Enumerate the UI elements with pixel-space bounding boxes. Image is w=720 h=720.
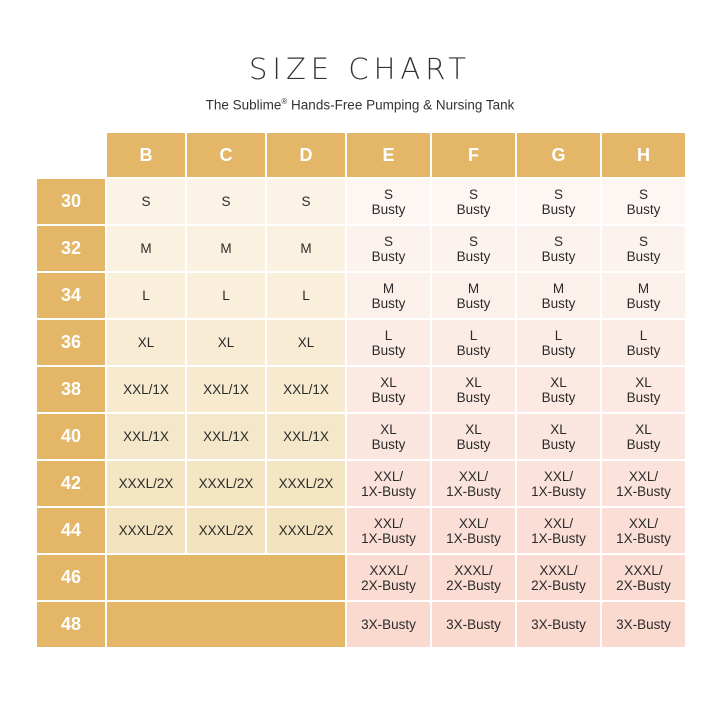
table-cell: S Busty (432, 226, 515, 271)
column-header-d: D (267, 133, 345, 177)
table-cell: M (187, 226, 265, 271)
table-cell: XXL/ 1X-Busty (347, 508, 430, 553)
column-header-h: H (602, 133, 685, 177)
table-corner (37, 133, 105, 177)
table-cell: S Busty (432, 179, 515, 224)
page-subtitle: The Sublime® Hands-Free Pumping & Nursin… (0, 97, 720, 113)
table-cell: XXXL/2X (267, 508, 345, 553)
table-cell: XXL/1X (107, 414, 185, 459)
table-cell: XXXL/ 2X-Busty (602, 555, 685, 600)
column-header-f: F (432, 133, 515, 177)
table-cell: XXXL/ 2X-Busty (432, 555, 515, 600)
table-cell: L Busty (347, 320, 430, 365)
table-cell: S Busty (602, 179, 685, 224)
registered-mark: ® (281, 97, 288, 106)
band-size-46: 46 (37, 555, 105, 600)
table-cell: XL Busty (347, 367, 430, 412)
column-header-b: B (107, 133, 185, 177)
table-cell: XXL/1X (267, 367, 345, 412)
column-header-e: E (347, 133, 430, 177)
table-cell: 3X-Busty (347, 602, 430, 647)
band-size-48: 48 (37, 602, 105, 647)
table-cell: XL Busty (347, 414, 430, 459)
table-cell: S Busty (347, 179, 430, 224)
band-size-34: 34 (37, 273, 105, 318)
table-cell: XL Busty (432, 367, 515, 412)
table-cell: M Busty (517, 273, 600, 318)
table-cell: XXL/ 1X-Busty (602, 508, 685, 553)
table-cell: S (267, 179, 345, 224)
table-cell: XXL/ 1X-Busty (432, 461, 515, 506)
column-header-g: G (517, 133, 600, 177)
table-cell: 3X-Busty (602, 602, 685, 647)
table-cell: L Busty (602, 320, 685, 365)
table-cell: XXL/ 1X-Busty (517, 461, 600, 506)
table-cell: XXXL/2X (107, 508, 185, 553)
table-cell: XXXL/2X (267, 461, 345, 506)
table-cell: L (107, 273, 185, 318)
band-size-30: 30 (37, 179, 105, 224)
table-cell: XXXL/ 2X-Busty (517, 555, 600, 600)
table-cell: S (187, 179, 265, 224)
table-cell: XXXL/2X (107, 461, 185, 506)
band-size-32: 32 (37, 226, 105, 271)
table-cell: M (267, 226, 345, 271)
table-cell: M Busty (347, 273, 430, 318)
table-cell: XL Busty (602, 367, 685, 412)
band-size-38: 38 (37, 367, 105, 412)
table-cell: XXXL/2X (187, 508, 265, 553)
table-cell: XXL/1X (187, 414, 265, 459)
table-cell: XL (107, 320, 185, 365)
band-size-44: 44 (37, 508, 105, 553)
table-cell: XXXL/2X (187, 461, 265, 506)
table-cell: M (107, 226, 185, 271)
band-size-40: 40 (37, 414, 105, 459)
table-cell: M Busty (602, 273, 685, 318)
table-cell: S Busty (517, 179, 600, 224)
band-size-36: 36 (37, 320, 105, 365)
table-cell: XL (267, 320, 345, 365)
table-cell: XL Busty (517, 367, 600, 412)
table-cell: XXL/ 1X-Busty (347, 461, 430, 506)
table-cell: 3X-Busty (517, 602, 600, 647)
table-cell: XXL/ 1X-Busty (432, 508, 515, 553)
table-cell: XL (187, 320, 265, 365)
table-cell: XL Busty (602, 414, 685, 459)
table-cell: S (107, 179, 185, 224)
table-cell: L (267, 273, 345, 318)
table-cell: L (187, 273, 265, 318)
table-cell: XXL/ 1X-Busty (602, 461, 685, 506)
subtitle-rest: Hands-Free Pumping & Nursing Tank (287, 97, 515, 113)
table-cell: XXL/ 1X-Busty (517, 508, 600, 553)
table-cell: XXL/1X (267, 414, 345, 459)
table-cell: L Busty (517, 320, 600, 365)
table-cell: M Busty (432, 273, 515, 318)
table-cell: XXL/1X (107, 367, 185, 412)
size-chart-table: B C D E F G H 30 S S S S Busty S Busty S Busty S Busty… (37, 133, 689, 657)
table-cell: S Busty (602, 226, 685, 271)
empty-cell-block (107, 602, 345, 647)
page-title: SIZE CHART (248, 52, 472, 86)
subtitle-product: The Sublime (205, 97, 282, 113)
band-size-42: 42 (37, 461, 105, 506)
table-cell: L Busty (432, 320, 515, 365)
empty-cell-block (107, 555, 345, 600)
table-cell: 3X-Busty (432, 602, 515, 647)
table-cell: XXXL/ 2X-Busty (347, 555, 430, 600)
table-cell: XXL/1X (187, 367, 265, 412)
table-cell: S Busty (517, 226, 600, 271)
table-cell: S Busty (347, 226, 430, 271)
table-cell: XL Busty (432, 414, 515, 459)
table-cell: XL Busty (517, 414, 600, 459)
column-header-c: C (187, 133, 265, 177)
